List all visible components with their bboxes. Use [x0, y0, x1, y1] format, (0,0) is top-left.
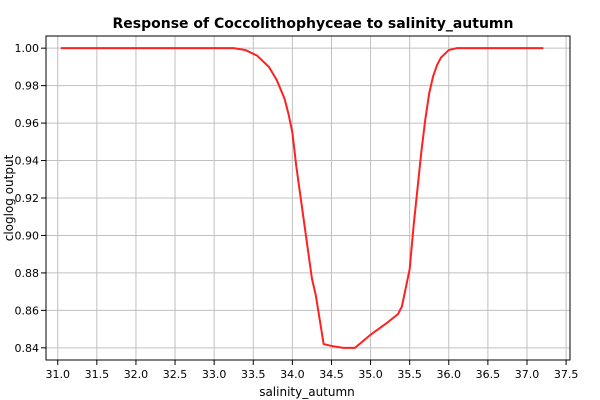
x-tick-label: 32.5 [163, 368, 188, 381]
response-series-line [60, 47, 544, 349]
x-tick-label: 35.0 [358, 368, 383, 381]
y-tick-label: 0.84 [15, 342, 40, 355]
x-tick-label: 36.5 [476, 368, 501, 381]
x-tick-label: 34.5 [319, 368, 344, 381]
line-layer [60, 47, 544, 349]
x-tick-label: 31.5 [85, 368, 110, 381]
y-tick-label: 0.86 [15, 304, 40, 317]
y-tick-label: 0.98 [15, 80, 40, 93]
x-tick-label: 32.0 [124, 368, 149, 381]
grid-layer [46, 36, 570, 360]
y-axis-label: cloglog output [2, 154, 16, 241]
chart-title: Response of Coccolithophyceae to salinit… [113, 16, 514, 32]
y-tick-label: 0.94 [15, 155, 40, 168]
x-tick-label: 37.0 [515, 368, 540, 381]
x-tick-label: 37.5 [554, 368, 579, 381]
x-tick-label: 33.0 [202, 368, 227, 381]
y-tick-label: 0.92 [15, 192, 40, 205]
x-tick-label: 36.0 [437, 368, 462, 381]
x-axis-ticks: 31.0 31.5 32.0 32.5 33.0 33.5 34.0 34.5 35.0 35.5… [45, 360, 578, 381]
x-tick-label: 31.0 [45, 368, 70, 381]
x-tick-label: 35.5 [397, 368, 422, 381]
x-axis-label: salinity_autumn [259, 385, 355, 399]
y-tick-label: 0.96 [15, 117, 40, 130]
y-tick-label: 0.90 [15, 229, 40, 242]
x-tick-label: 33.5 [241, 368, 266, 381]
y-tick-label: 0.88 [15, 267, 40, 280]
y-axis-ticks: 0.84 0.86 0.88 0.90 0.92 0.94 0.96 0.98 1.00 [15, 42, 46, 355]
y-tick-label: 1.00 [15, 42, 40, 55]
x-tick-label: 34.0 [280, 368, 305, 381]
